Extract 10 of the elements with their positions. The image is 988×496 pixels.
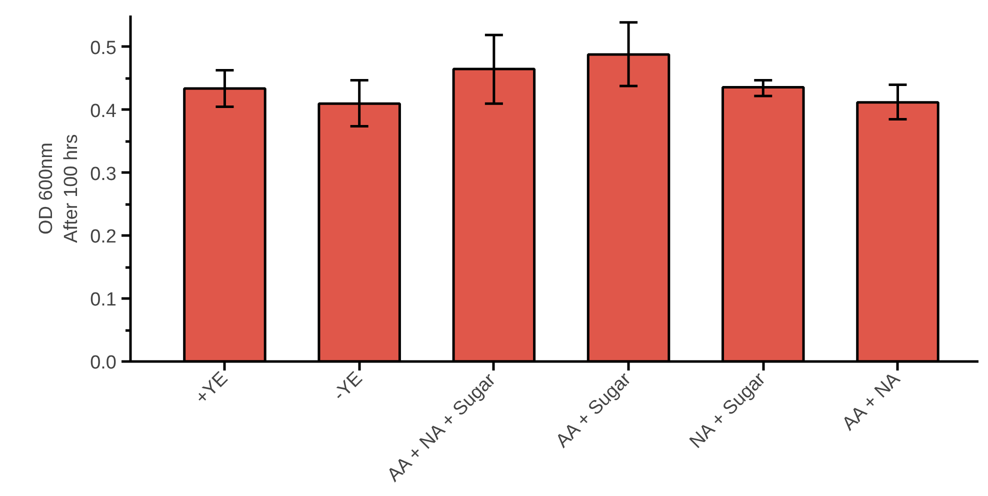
- x-tick-label: +YE: [192, 368, 232, 409]
- x-tick-label: -YE: [330, 368, 367, 406]
- y-tick-label: 0.5: [90, 38, 117, 59]
- y-tick-label: 0.0: [90, 352, 117, 374]
- y-axis-title: OD 600nm After 100 hrs: [36, 134, 82, 243]
- x-tick-label: AA + NA: [838, 368, 905, 435]
- y-tick-label: 0.1: [90, 290, 117, 311]
- y-tick-label: 0.3: [90, 164, 117, 185]
- y-tick-label: 0.2: [90, 226, 117, 248]
- y-tick-label: 0.4: [90, 100, 117, 122]
